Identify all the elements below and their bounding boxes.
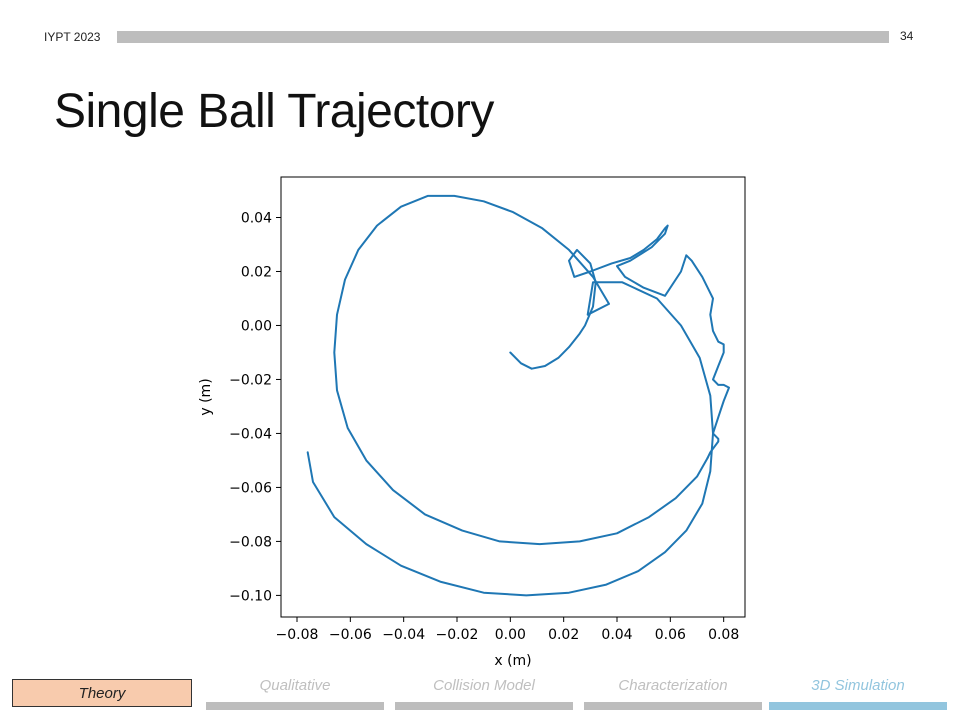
nav-tab-3d-simulation[interactable]: 3D Simulation xyxy=(811,677,905,694)
trajectory-line-2 xyxy=(306,194,714,597)
x-tick-label: −0.08 xyxy=(276,627,319,643)
nav-tab-characterization[interactable]: Characterization xyxy=(618,677,728,694)
header-bar xyxy=(117,31,889,43)
y-tick-label: −0.10 xyxy=(229,588,272,604)
nav-bar-3d-simulation xyxy=(769,702,947,710)
x-tick-label: 0.04 xyxy=(601,627,632,643)
x-tick-label: 0.08 xyxy=(708,627,739,643)
x-tick-label: 0.00 xyxy=(495,627,526,643)
plot-frame xyxy=(280,176,746,618)
y-tick-label: −0.04 xyxy=(229,426,272,442)
y-tick-label: 0.02 xyxy=(241,264,272,280)
nav-tab-qualitative[interactable]: Qualitative xyxy=(259,677,331,694)
nav-tab-collision-model[interactable]: Collision Model xyxy=(433,677,535,694)
nav-bar-collision-model xyxy=(395,702,573,710)
event-label: IYPT 2023 xyxy=(44,30,101,44)
y-tick-label: −0.02 xyxy=(229,372,272,388)
trajectory-line-1 xyxy=(509,224,730,459)
y-tick-label: 0.00 xyxy=(241,318,272,334)
nav-bar-characterization xyxy=(584,702,762,710)
y-tick-label: −0.06 xyxy=(229,480,272,496)
x-tick-label: −0.06 xyxy=(329,627,372,643)
x-tick-label: 0.06 xyxy=(655,627,686,643)
nav-bar-qualitative xyxy=(206,702,384,710)
nav-tab-theory[interactable]: Theory xyxy=(12,679,192,707)
x-tick-label: 0.02 xyxy=(548,627,579,643)
x-tick-label: −0.02 xyxy=(436,627,479,643)
slide-number: 34 xyxy=(900,29,914,43)
x-axis-label: x (m) xyxy=(494,653,531,669)
y-tick-label: −0.08 xyxy=(229,534,272,550)
y-axis-label: y (m) xyxy=(198,378,214,415)
x-tick-label: −0.04 xyxy=(382,627,425,643)
slide-title: Single Ball Trajectory xyxy=(54,85,494,138)
y-tick-label: 0.04 xyxy=(241,210,272,226)
